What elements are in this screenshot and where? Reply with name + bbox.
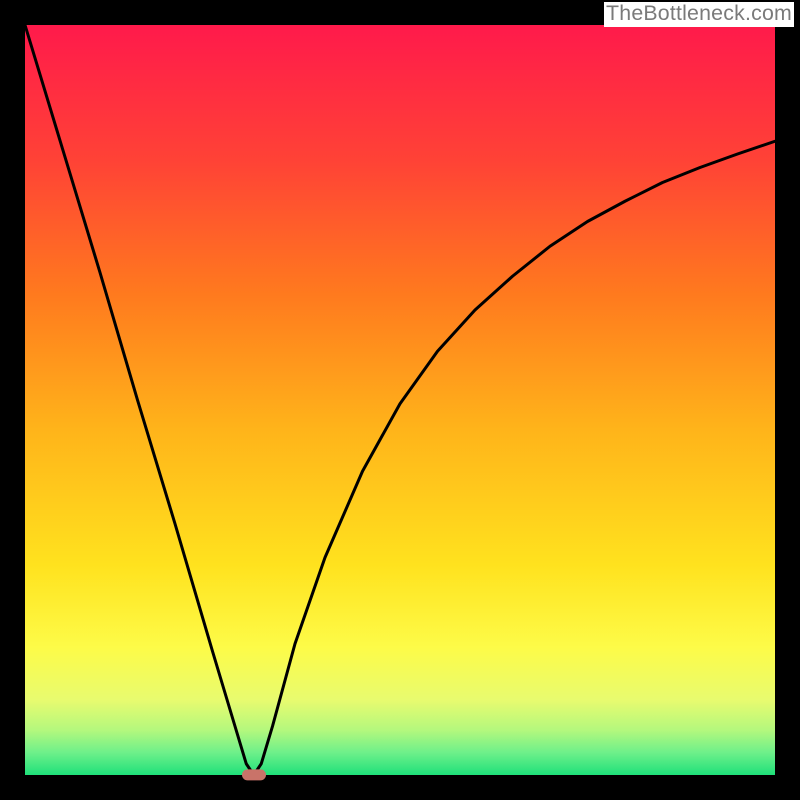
bottleneck-curve	[25, 25, 775, 775]
curve-layer	[25, 25, 775, 775]
minimum-marker	[242, 769, 266, 780]
chart-stage: TheBottleneck.com	[0, 0, 800, 800]
plot-area	[25, 25, 775, 775]
attribution-text: TheBottleneck.com	[604, 2, 794, 27]
